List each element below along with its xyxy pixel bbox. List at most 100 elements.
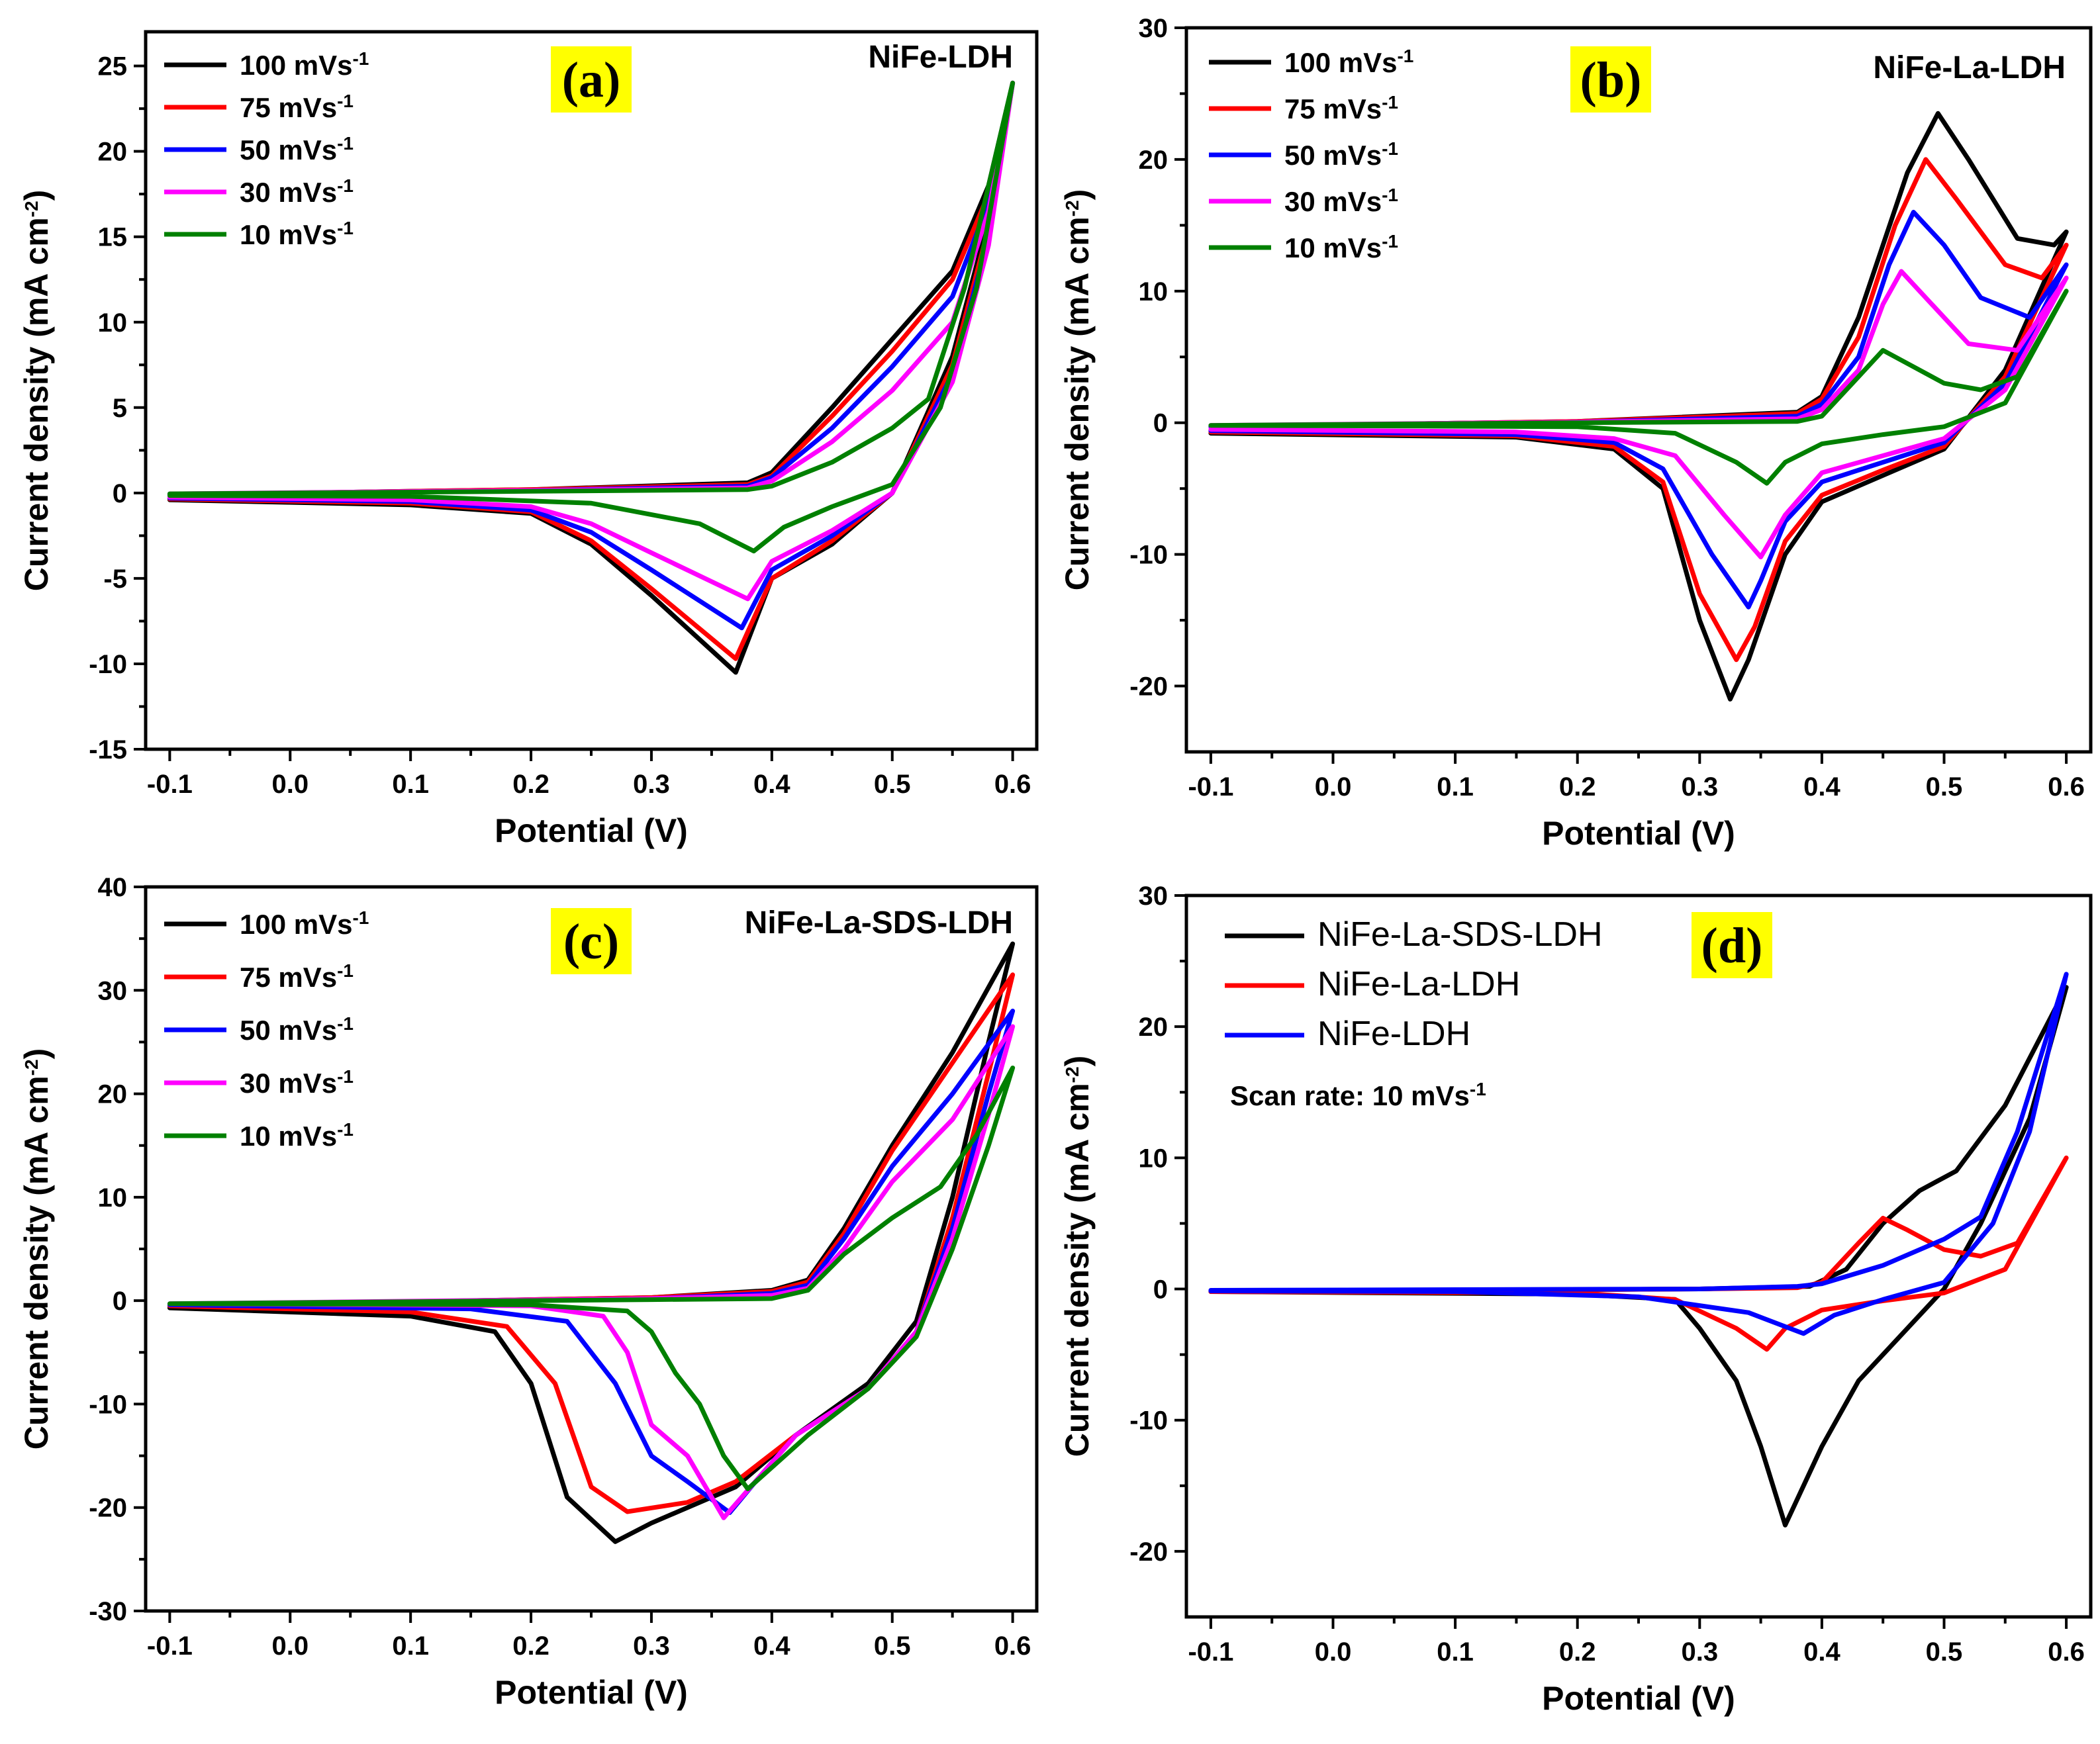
y-tick-label: -20 bbox=[1129, 1537, 1168, 1567]
x-tick-label: -0.1 bbox=[147, 1631, 193, 1661]
y-tick-label: 20 bbox=[98, 138, 128, 167]
y-tick-label: 30 bbox=[1139, 14, 1169, 43]
y-axis-title: Current density (mA cm-2) bbox=[1059, 1056, 1096, 1457]
series-curve-50-mvs bbox=[1208, 210, 2069, 610]
series-curve-10-mvs bbox=[167, 1066, 1016, 1492]
y-tick-label: 20 bbox=[1139, 1013, 1169, 1042]
y-tick-label: -15 bbox=[89, 735, 127, 764]
legend-entry-label: 100 mVs-1 bbox=[1284, 46, 1413, 79]
legend-entry-label: 50 mVs-1 bbox=[1284, 138, 1398, 171]
x-tick-label: 0.2 bbox=[1559, 1637, 1596, 1667]
x-axis-title: Potential (V) bbox=[1542, 815, 1735, 852]
x-tick-label: 0.5 bbox=[874, 1631, 911, 1661]
legend-entry-label: 30 mVs-1 bbox=[240, 175, 354, 208]
plot-frame bbox=[1184, 894, 2093, 1619]
x-tick-label: 0.4 bbox=[1803, 772, 1840, 802]
panel-label-highlight bbox=[551, 46, 632, 113]
legend-entry-label: 30 mVs-1 bbox=[1284, 185, 1398, 218]
x-tick-label: 0.0 bbox=[1315, 1637, 1352, 1667]
x-tick-label: 0.6 bbox=[2048, 1637, 2085, 1667]
y-axis-title: Current density (mA cm-2) bbox=[1059, 189, 1096, 590]
x-axis-title: Potential (V) bbox=[495, 812, 688, 849]
x-tick-label: 0.0 bbox=[1315, 772, 1352, 802]
panel-label: (b) bbox=[1580, 52, 1642, 108]
x-tick-label: 0.4 bbox=[753, 1631, 790, 1661]
x-axis-title: Potential (V) bbox=[1542, 1680, 1735, 1717]
panel-label-highlight bbox=[1692, 912, 1772, 978]
series-curve-30-mvs bbox=[1208, 269, 2069, 560]
x-tick-label: -0.1 bbox=[147, 770, 193, 799]
y-tick-label: 0 bbox=[113, 479, 127, 508]
x-tick-label: 0.4 bbox=[753, 770, 790, 799]
x-axis-title: Potential (V) bbox=[495, 1674, 688, 1711]
legend-entry-label: 50 mVs-1 bbox=[240, 133, 354, 166]
panel-label: (c) bbox=[563, 914, 619, 970]
legend-entry-label: 50 mVs-1 bbox=[240, 1013, 354, 1046]
x-tick-label: 0.3 bbox=[633, 1631, 670, 1661]
legend-entry-label: NiFe-La-SDS-LDH bbox=[1317, 915, 1603, 954]
panel-label: (d) bbox=[1701, 918, 1763, 974]
legend-entry-label: 10 mVs-1 bbox=[240, 1119, 354, 1152]
x-tick-label: 0.1 bbox=[392, 1631, 429, 1661]
legend-entry-label: 100 mVs-1 bbox=[240, 48, 369, 81]
series-curve-nife-la-sds-ldh bbox=[1208, 985, 2069, 1528]
x-tick-label: 0.0 bbox=[271, 1631, 309, 1661]
x-tick-label: 0.6 bbox=[994, 770, 1031, 799]
legend-entry-label: 30 mVs-1 bbox=[240, 1066, 354, 1099]
series-curve-10-mvs bbox=[167, 80, 1016, 554]
x-tick-label: 0.3 bbox=[1681, 772, 1718, 802]
material-label: NiFe-La-LDH bbox=[1873, 50, 2066, 85]
plot-frame bbox=[144, 885, 1039, 1613]
legend-entry-label: 10 mVs-1 bbox=[240, 218, 354, 251]
x-tick-label: 0.5 bbox=[1926, 1637, 1963, 1667]
y-tick-label: -5 bbox=[103, 565, 127, 594]
legend-entry-label: 75 mVs-1 bbox=[1284, 92, 1398, 125]
x-tick-label: 0.6 bbox=[994, 1631, 1031, 1661]
x-tick-label: 0.5 bbox=[1926, 772, 1963, 802]
legend-entry-label: NiFe-La-LDH bbox=[1317, 965, 1520, 1003]
y-tick-label: 0 bbox=[1153, 1275, 1168, 1305]
legend-entry-label: 75 mVs-1 bbox=[240, 91, 354, 124]
y-tick-label: 10 bbox=[1139, 277, 1169, 306]
series-curve-10-mvs bbox=[1208, 289, 2069, 486]
y-axis-title: Current density (mA cm-2) bbox=[18, 190, 55, 591]
x-tick-label: 0.3 bbox=[633, 770, 670, 799]
y-tick-label: -10 bbox=[1129, 1406, 1168, 1436]
x-tick-label: -0.1 bbox=[1188, 772, 1233, 802]
y-tick-label: 30 bbox=[98, 976, 128, 1005]
y-tick-label: -10 bbox=[89, 650, 127, 679]
legend-entry-label: 75 mVs-1 bbox=[240, 960, 354, 993]
scan-rate-note: Scan rate: 10 mVs-1 bbox=[1230, 1079, 1486, 1112]
y-tick-label: 5 bbox=[113, 394, 127, 423]
x-tick-label: 0.0 bbox=[271, 770, 309, 799]
y-tick-label: 0 bbox=[113, 1287, 127, 1316]
series-curve-100-mvs bbox=[167, 80, 1016, 675]
series-curve-30-mvs bbox=[167, 1024, 1016, 1520]
x-tick-label: 0.2 bbox=[1559, 772, 1596, 802]
x-tick-label: 0.2 bbox=[512, 770, 549, 799]
x-tick-label: 0.2 bbox=[512, 1631, 549, 1661]
x-tick-label: -0.1 bbox=[1188, 1637, 1233, 1667]
material-label: NiFe-La-SDS-LDH bbox=[745, 905, 1013, 941]
series-curve-75-mvs bbox=[1208, 157, 2069, 663]
panel-label: (a) bbox=[562, 52, 621, 108]
y-tick-label: -10 bbox=[1129, 541, 1168, 570]
series-curve-75-mvs bbox=[167, 972, 1016, 1514]
x-tick-label: 0.3 bbox=[1681, 1637, 1718, 1667]
x-tick-label: 0.1 bbox=[1437, 1637, 1474, 1667]
y-tick-label: 30 bbox=[1139, 882, 1169, 911]
panel-label-highlight bbox=[1570, 46, 1651, 113]
legend-entry-label: NiFe-LDH bbox=[1317, 1015, 1470, 1053]
y-tick-label: 10 bbox=[98, 1183, 128, 1213]
y-tick-label: -20 bbox=[89, 1494, 127, 1523]
legend-entry-label: 100 mVs-1 bbox=[240, 907, 369, 941]
y-tick-label: 25 bbox=[98, 52, 128, 81]
series-curve-nife-la-ldh bbox=[1208, 1155, 2069, 1352]
y-axis-title: Current density (mA cm-2) bbox=[18, 1048, 55, 1449]
panel-a: -0.1 0.0 0.1 0.2 0.3 0.4 0.5 0.6 -15 -10 -5 0 5 10 15 2… bbox=[18, 30, 1039, 849]
x-tick-label: 0.6 bbox=[2048, 772, 2085, 802]
series-curve-100-mvs bbox=[1208, 111, 2069, 702]
y-tick-label: 15 bbox=[98, 223, 128, 252]
y-tick-label: 10 bbox=[98, 308, 128, 338]
